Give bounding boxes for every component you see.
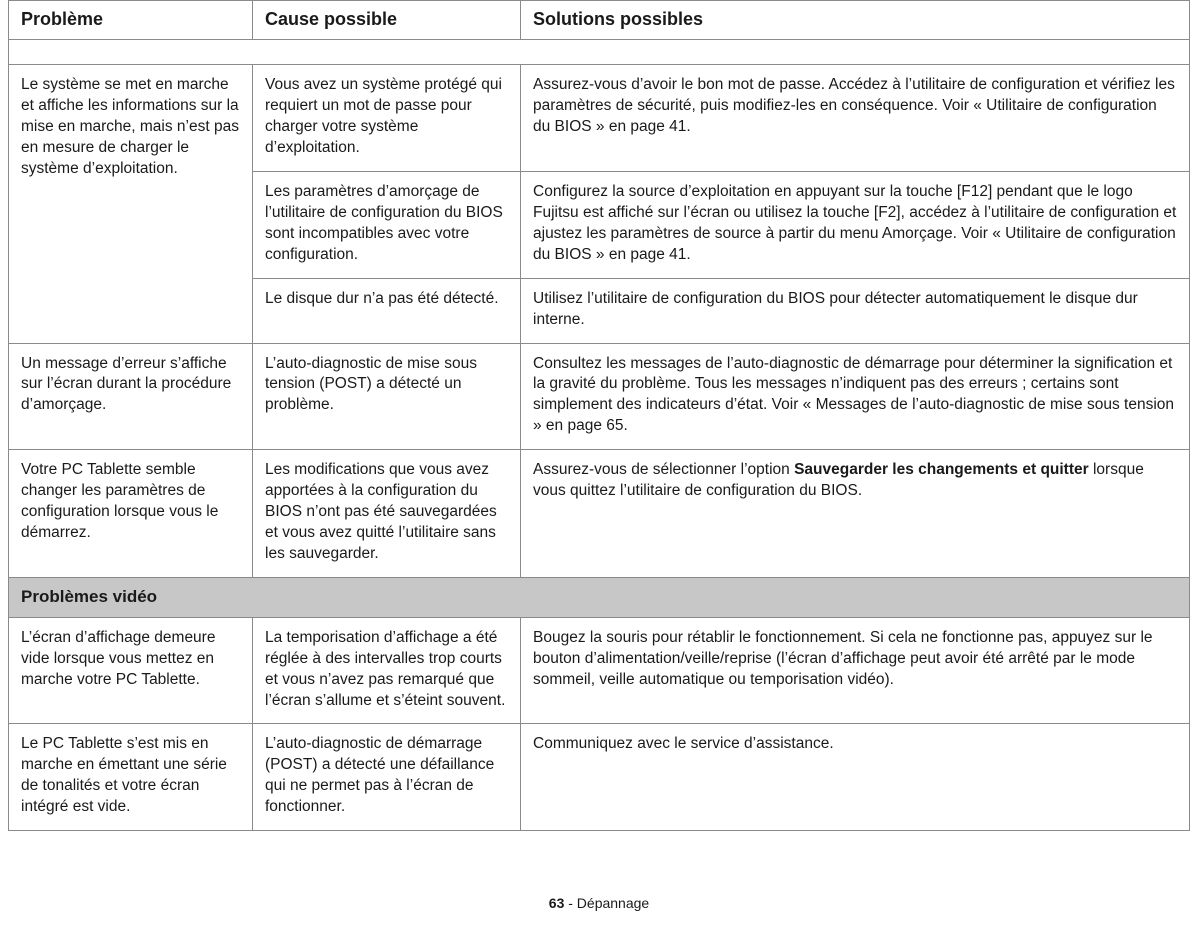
cell-problem: Un message d’erreur s’affiche sur l’écra…	[9, 343, 253, 450]
cell-cause: Les paramètres d’amorçage de l’utilitair…	[253, 171, 521, 278]
cell-solution: Assurez-vous de sélectionner l’option Sa…	[521, 450, 1190, 578]
cell-cause: Les modifications que vous avez apportée…	[253, 450, 521, 578]
header-problem: Problème	[9, 1, 253, 40]
page-footer: 63 - Dépannage	[0, 895, 1198, 911]
section-header: Problèmes vidéo	[9, 577, 1190, 617]
cell-problem: Le système se met en marche et affiche l…	[9, 65, 253, 343]
table-row: Un message d’erreur s’affiche sur l’écra…	[9, 343, 1190, 450]
bold-text: Sauvegarder les changements et quitter	[794, 461, 1089, 478]
footer-label: - Dépannage	[564, 895, 649, 911]
cell-problem: Le PC Tablette s’est mis en marche en ém…	[9, 724, 253, 831]
cell-cause: Le disque dur n’a pas été détecté.	[253, 278, 521, 343]
text: Assurez-vous de sélectionner l’option	[533, 461, 794, 478]
cell-cause: L’auto-diagnostic de mise sous tension (…	[253, 343, 521, 450]
table-row: Votre PC Tablette semble changer les par…	[9, 450, 1190, 578]
page-number: 63	[549, 895, 565, 911]
header-solution: Solutions possibles	[521, 1, 1190, 40]
table-row: Le système se met en marche et affiche l…	[9, 65, 1190, 172]
table-header-row: Problème Cause possible Solutions possib…	[9, 1, 1190, 40]
cell-problem: Votre PC Tablette semble changer les par…	[9, 450, 253, 578]
cell-solution: Communiquez avec le service d’assistance…	[521, 724, 1190, 831]
cell-solution: Configurez la source d’exploitation en a…	[521, 171, 1190, 278]
table-row: L’écran d’affichage demeure vide lorsque…	[9, 617, 1190, 724]
section-header-row: Problèmes vidéo	[9, 577, 1190, 617]
cell-solution: Consultez les messages de l’auto-diagnos…	[521, 343, 1190, 450]
spacer-row	[9, 40, 1190, 65]
cell-solution: Utilisez l’utilitaire de configuration d…	[521, 278, 1190, 343]
cell-solution: Bougez la souris pour rétablir le foncti…	[521, 617, 1190, 724]
troubleshooting-table: Problème Cause possible Solutions possib…	[8, 0, 1190, 831]
cell-problem: L’écran d’affichage demeure vide lorsque…	[9, 617, 253, 724]
cell-cause: La temporisation d’affichage a été réglé…	[253, 617, 521, 724]
cell-solution: Assurez-vous d’avoir le bon mot de passe…	[521, 65, 1190, 172]
cell-cause: L’auto-diagnostic de démarrage (POST) a …	[253, 724, 521, 831]
cell-cause: Vous avez un système protégé qui requier…	[253, 65, 521, 172]
header-cause: Cause possible	[253, 1, 521, 40]
table-row: Le PC Tablette s’est mis en marche en ém…	[9, 724, 1190, 831]
